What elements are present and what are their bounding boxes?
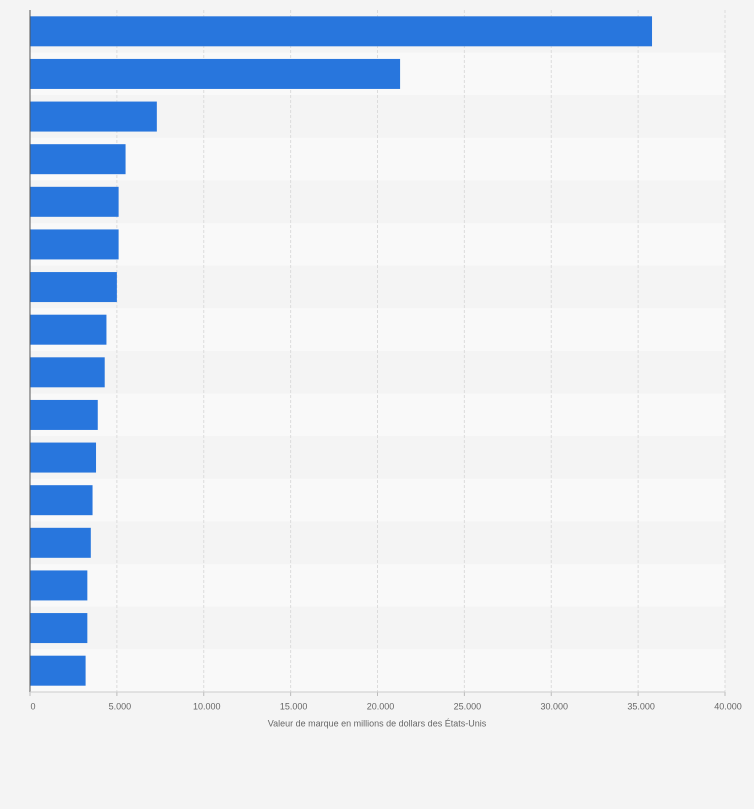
row-band bbox=[30, 223, 725, 266]
x-tick-label: 35.000 bbox=[627, 701, 655, 711]
bar bbox=[30, 229, 119, 260]
bar bbox=[30, 144, 126, 175]
row-band bbox=[30, 137, 725, 181]
x-tick-label: 25.000 bbox=[454, 701, 482, 711]
bar bbox=[30, 399, 98, 430]
bar bbox=[30, 101, 157, 132]
bar bbox=[30, 485, 93, 516]
bar bbox=[30, 58, 401, 89]
x-tick-label: 5.000 bbox=[109, 701, 132, 711]
x-tick-label: 0 bbox=[30, 701, 35, 711]
x-tick-label: 30.000 bbox=[540, 701, 568, 711]
bar bbox=[30, 314, 107, 345]
bar bbox=[30, 442, 97, 473]
bar bbox=[30, 570, 88, 601]
bar bbox=[30, 613, 88, 644]
x-tick-label: 40.000 bbox=[714, 701, 742, 711]
bar bbox=[30, 16, 653, 47]
x-tick-label: 20.000 bbox=[367, 701, 395, 711]
bar bbox=[30, 357, 105, 388]
x-axis-title: Valeur de marque en millions de dollars … bbox=[268, 718, 487, 728]
x-tick-label: 10.000 bbox=[193, 701, 221, 711]
bar bbox=[30, 527, 91, 558]
x-tick-label: 15.000 bbox=[280, 701, 308, 711]
bar bbox=[30, 186, 119, 217]
row-band bbox=[30, 308, 725, 351]
bar bbox=[30, 272, 117, 303]
bar bbox=[30, 655, 86, 686]
